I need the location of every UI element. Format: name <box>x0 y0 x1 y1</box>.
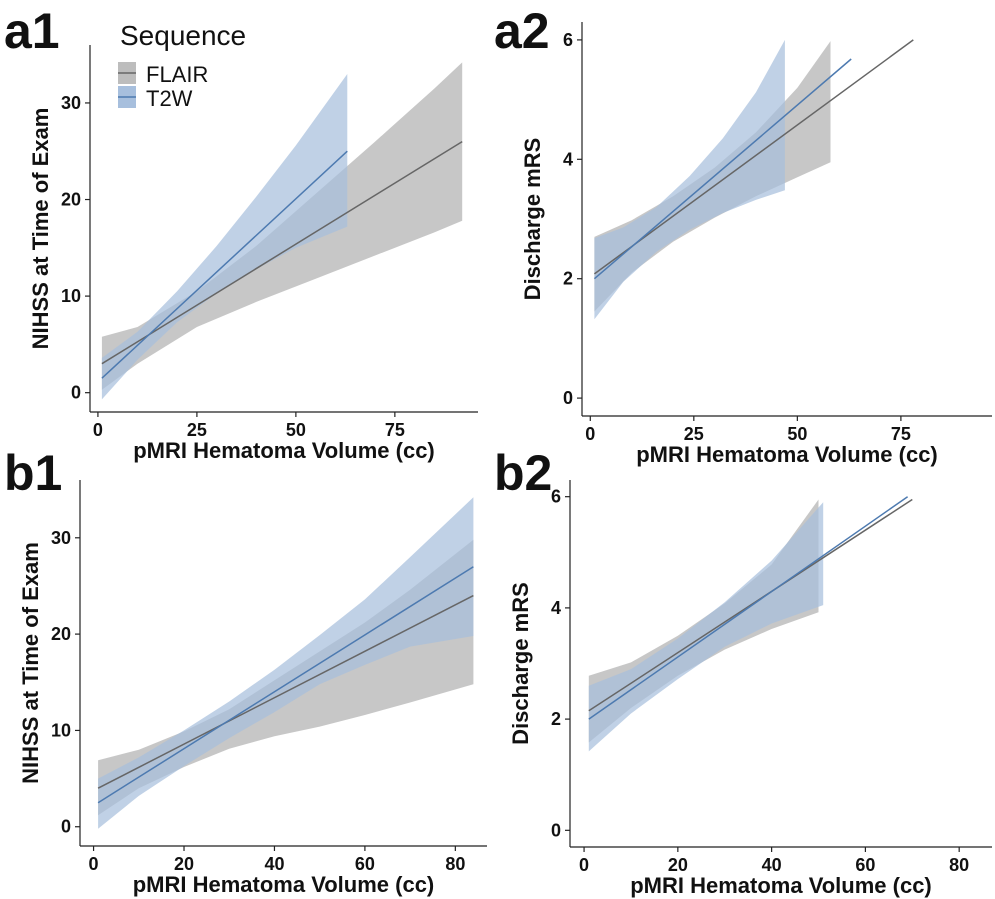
x-axis-title-b2: pMRI Hematoma Volume (cc) <box>630 873 932 898</box>
fit-line-t2w-a2 <box>593 58 852 280</box>
panel-label-b1: b1 <box>4 445 62 501</box>
plot-area-b1: 0 20 40 60 80 0 10 20 30 pMRI Hematoma Volume (cc… <box>18 480 487 897</box>
y-tick-label-b2-0: 0 <box>551 820 561 840</box>
x-axis-title-a1: pMRI Hematoma Volume (cc) <box>133 438 435 463</box>
fit-line-t2w-b1 <box>97 566 474 804</box>
y-tick-label-b2-2: 2 <box>551 709 561 729</box>
y-tick-label-a2-0: 0 <box>563 388 573 408</box>
y-axis-title-a2: Discharge mRS <box>520 138 545 301</box>
x-tick-label-a1-75: 75 <box>385 420 405 440</box>
y-tick-label-b1-10: 10 <box>51 720 71 740</box>
fit-line-flair-b1 <box>97 594 474 789</box>
x-tick-label-a2-50: 50 <box>787 424 807 444</box>
legend-title: Sequence <box>120 20 246 51</box>
plot-area-a1: 0 25 50 75 0 10 20 30 pMRI Hematoma Volume (cc) N… <box>28 45 478 463</box>
fit-line-flair-b2 <box>588 498 913 712</box>
x-tick-label-b2-0: 0 <box>579 855 589 875</box>
x-tick-label-b1-20: 20 <box>174 854 194 874</box>
panel-b1: b1 0 20 40 60 80 0 10 20 30 pMRI Hematoma Volume … <box>4 445 487 897</box>
y-tick-label-b2-6: 6 <box>551 487 561 507</box>
y-axis-title-a1: NIHSS at Time of Exam <box>28 108 53 350</box>
x-tick-label-b1-60: 60 <box>355 854 375 874</box>
x-tick-label-a2-0: 0 <box>585 424 595 444</box>
legend: Sequence FLAIR T2W <box>118 20 246 111</box>
legend-label-t2w: T2W <box>146 86 193 111</box>
x-tick-label-b2-20: 20 <box>668 855 688 875</box>
y-tick-label-a2-6: 6 <box>563 30 573 50</box>
panel-label-b2: b2 <box>494 445 552 501</box>
x-tick-label-b1-40: 40 <box>264 854 284 874</box>
fit-line-t2w-b2 <box>588 496 909 720</box>
y-tick-label-a1-30: 30 <box>61 93 81 113</box>
legend-label-flair: FLAIR <box>146 62 208 87</box>
x-tick-label-b1-0: 0 <box>89 854 99 874</box>
x-tick-label-b2-40: 40 <box>762 855 782 875</box>
y-axis-title-b1: NIHSS at Time of Exam <box>18 542 43 784</box>
y-tick-label-b1-20: 20 <box>51 624 71 644</box>
fit-line-flair-a2 <box>593 39 914 275</box>
confidence-band-t2w-a1 <box>101 74 348 400</box>
panel-a1: a1 0 25 50 75 0 10 20 30 pMRI Hematoma Volume (c… <box>4 3 478 463</box>
panel-label-a1: a1 <box>4 3 60 59</box>
x-tick-label-a2-25: 25 <box>684 424 704 444</box>
fit-line-t2w-a1 <box>101 150 348 379</box>
y-tick-label-b1-0: 0 <box>61 817 71 837</box>
y-tick-label-a2-2: 2 <box>563 269 573 289</box>
confidence-band-t2w-b2 <box>588 502 824 752</box>
y-tick-label-a1-10: 10 <box>61 286 81 306</box>
x-tick-label-a1-50: 50 <box>286 420 306 440</box>
x-axis-title-b1: pMRI Hematoma Volume (cc) <box>133 872 435 897</box>
panel-b2: b2 0 20 40 60 80 0 2 4 6 pMRI Hematoma Volume (cc… <box>494 445 992 898</box>
x-tick-label-b2-60: 60 <box>855 855 875 875</box>
plot-area-a2: 0 25 50 75 0 2 4 6 pMRI Hematoma Volume (cc) Disc… <box>520 22 992 467</box>
x-tick-label-b2-80: 80 <box>949 855 969 875</box>
x-tick-label-a1-25: 25 <box>187 420 207 440</box>
y-tick-label-b1-30: 30 <box>51 528 71 548</box>
y-tick-label-a2-4: 4 <box>563 149 573 169</box>
confidence-band-t2w-b1 <box>98 497 474 829</box>
panel-a2: a2 0 25 50 75 0 2 4 6 pMRI Hematoma Volume (cc) D… <box>494 3 992 467</box>
x-tick-label-b1-80: 80 <box>445 854 465 874</box>
confidence-band-t2w-a2 <box>594 39 785 320</box>
fit-line-flair-a1 <box>101 140 463 365</box>
x-tick-label-a1-0: 0 <box>93 420 103 440</box>
y-tick-label-a1-0: 0 <box>71 383 81 403</box>
panel-label-a2: a2 <box>494 3 550 59</box>
x-axis-title-a2: pMRI Hematoma Volume (cc) <box>636 442 938 467</box>
x-tick-label-a2-75: 75 <box>891 424 911 444</box>
y-tick-label-a1-20: 20 <box>61 190 81 210</box>
y-axis-title-b2: Discharge mRS <box>508 582 533 745</box>
plot-area-b2: 0 20 40 60 80 0 2 4 6 pMRI Hematoma Volume (cc) Di… <box>508 480 992 898</box>
y-tick-label-b2-4: 4 <box>551 598 561 618</box>
